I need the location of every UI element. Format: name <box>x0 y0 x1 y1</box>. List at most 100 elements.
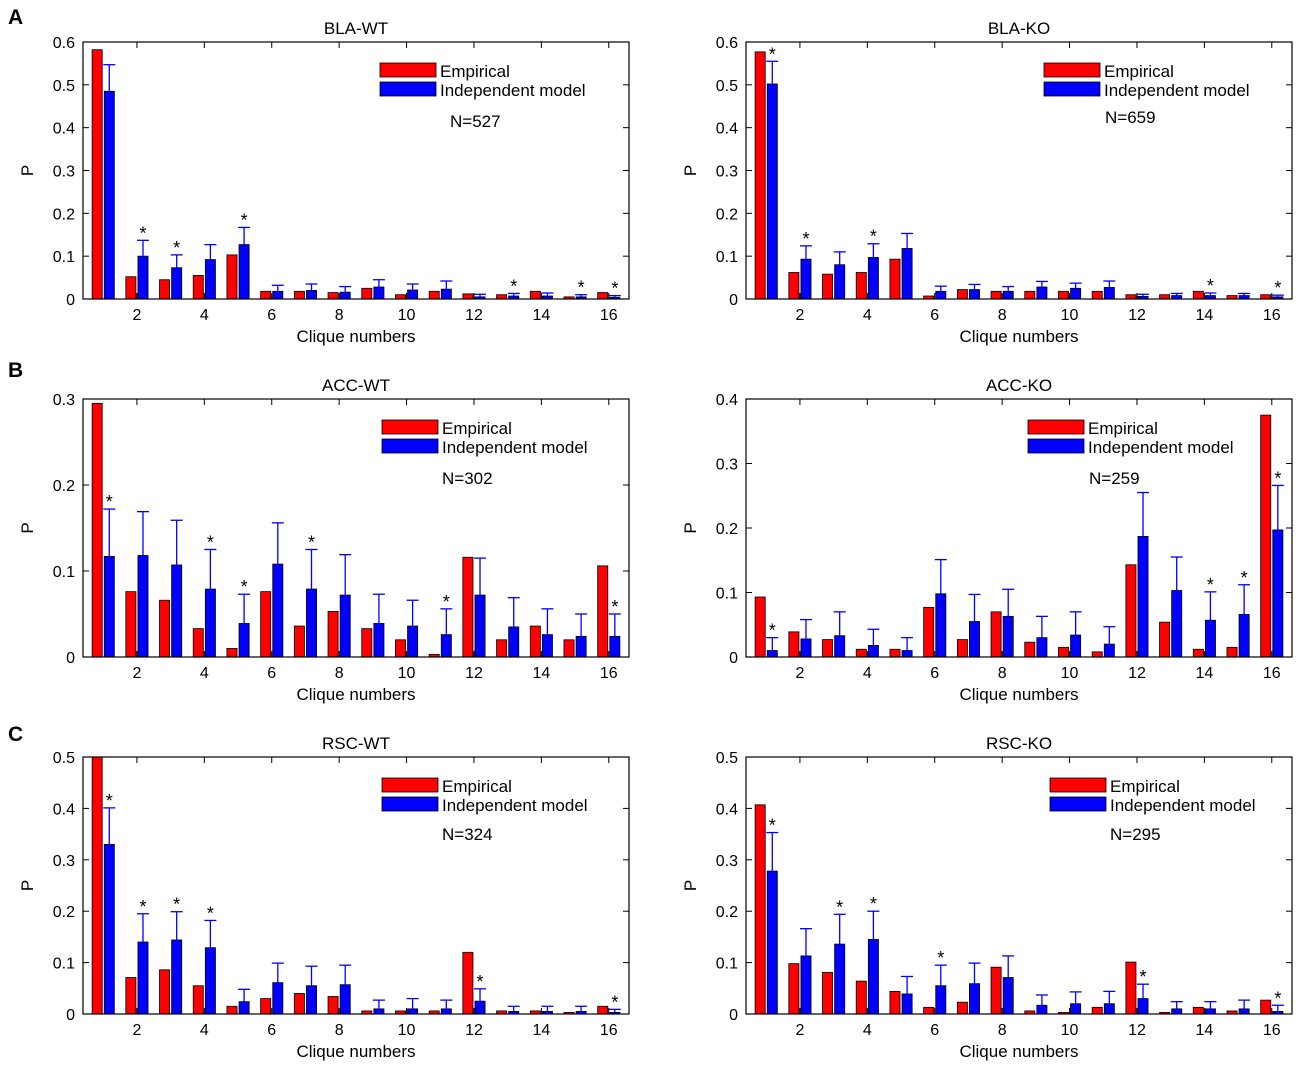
chart4-bar-model-1 <box>766 650 778 658</box>
chart1-significance-star-5: * <box>241 210 248 230</box>
chart5-bar-model-2 <box>137 941 149 1015</box>
chart2-legend-swatch-model <box>1043 81 1101 97</box>
chart4-xtick-label-3: 8 <box>998 665 1007 682</box>
chart5-ytick-label-4: 0.4 <box>53 801 75 818</box>
chart6-bar-model-11 <box>1103 1003 1115 1015</box>
chart1-bar-empirical-13 <box>496 294 508 300</box>
chart2-ytick-label-4: 0.4 <box>716 121 738 138</box>
chart3-legend-model: Independent model <box>442 438 588 457</box>
chart1-legend-empirical: Empirical <box>440 62 510 81</box>
chart6-ytick-label-0: 0 <box>729 1007 738 1024</box>
chart6-xtick-label-7: 16 <box>1263 1022 1281 1039</box>
chart6-bar-model-10 <box>1070 1003 1082 1015</box>
chart3-bar-model-8 <box>339 594 351 658</box>
chart2-title: BLA-KO <box>988 19 1050 38</box>
chart6-bar-model-8 <box>1002 977 1014 1015</box>
chart3-significance-star-1: * <box>106 492 113 512</box>
chart6-significance-star-4: * <box>870 894 877 914</box>
chart1-bar-empirical-8 <box>327 292 339 300</box>
chart5-bar-empirical-2 <box>125 977 137 1015</box>
chart4-bar-empirical-9 <box>1024 641 1036 658</box>
chart6-bar-model-5 <box>901 993 913 1015</box>
chart6-bar-model-9 <box>1036 1004 1048 1015</box>
chart6-legend-model: Independent model <box>1110 796 1256 815</box>
chart2-bar-model-8 <box>1002 290 1014 300</box>
chart4-bar-model-4 <box>867 644 879 658</box>
chart3-bar-model-12 <box>474 594 486 658</box>
chart6-significance-star-12: * <box>1140 967 1147 987</box>
chart5-bar-empirical-6 <box>260 998 272 1015</box>
chart1-ytick-label-0: 0 <box>66 292 75 309</box>
chart1-bar-model-7 <box>306 290 317 300</box>
chart2-bar-empirical-13 <box>1159 294 1171 300</box>
chart3-xtick-label-0: 2 <box>132 665 141 682</box>
chart2-bar-model-3 <box>834 264 846 300</box>
chart5-bar-model-12 <box>474 1000 486 1015</box>
chart3-title: ACC-WT <box>322 376 390 395</box>
chart4-bar-empirical-8 <box>990 611 1002 658</box>
chart5-legend-swatch-empirical <box>381 777 439 793</box>
chart1-bar-model-9 <box>373 286 385 300</box>
chart2-significance-star-16: * <box>1274 278 1281 298</box>
chart1-legend-model: Independent model <box>440 81 586 100</box>
chart2-ytick-label-6: 0.6 <box>716 35 738 52</box>
chart2-bar-empirical-2 <box>788 272 800 300</box>
chart3-bar-model-9 <box>373 623 385 658</box>
chart6-ylabel: P <box>681 880 700 891</box>
chart1-bar-model-6 <box>272 290 284 300</box>
chart6-ytick-label-2: 0.2 <box>716 904 738 921</box>
chart6-bar-empirical-4 <box>855 980 867 1015</box>
chart1-xtick-label-3: 8 <box>335 307 344 324</box>
chart5-xtick-label-2: 6 <box>267 1022 276 1039</box>
chart5-ytick-label-5: 0.5 <box>53 750 75 767</box>
chart4-bar-empirical-16 <box>1260 414 1272 658</box>
chart5-xtick-label-6: 14 <box>532 1022 550 1039</box>
chart6-axes-frame <box>745 756 1293 1015</box>
chart1-significance-star-3: * <box>173 238 180 258</box>
chart3-xtick-label-2: 6 <box>267 665 276 682</box>
chart5-bar-model-9 <box>373 1008 385 1015</box>
chart4-bar-empirical-5 <box>889 648 901 658</box>
chart5-bar-model-8 <box>339 984 351 1015</box>
chart1-significance-star-13: * <box>510 276 517 296</box>
chart1-legend-swatch-model <box>379 81 437 97</box>
chart2-bar-model-7 <box>969 289 980 300</box>
chart6-significance-star-16: * <box>1274 988 1281 1008</box>
chart5-bar-model-10 <box>407 1008 419 1015</box>
chart4-bar-empirical-12 <box>1125 564 1137 658</box>
chart2-ytick-label-0: 0 <box>729 292 738 309</box>
chart2-bar-empirical-3 <box>822 273 834 300</box>
chart4-significance-star-15: * <box>1241 568 1248 588</box>
chart6-significance-star-6: * <box>937 948 944 968</box>
chart5-bar-model-11 <box>440 1008 452 1015</box>
chart2-legend-empirical: Empirical <box>1104 62 1174 81</box>
chart4-ytick-label-2: 0.2 <box>716 521 738 538</box>
chart3-significance-star-5: * <box>241 577 248 597</box>
chart3-legend-empirical: Empirical <box>442 419 512 438</box>
chart1-bar-empirical-6 <box>260 290 272 300</box>
chart1-bar-empirical-5 <box>226 254 238 300</box>
chart5-bar-empirical-8 <box>327 996 339 1015</box>
chart4-bar-model-16 <box>1272 529 1284 658</box>
chart5-xtick-label-1: 4 <box>200 1022 209 1039</box>
chart3-xtick-label-4: 10 <box>398 665 416 682</box>
chart4-significance-star-1: * <box>769 621 776 641</box>
chart4-ylabel: P <box>681 522 700 533</box>
chart5-bar-empirical-1 <box>91 756 103 1015</box>
chart4-ytick-label-0: 0 <box>729 650 738 667</box>
chart5-legend-swatch-model <box>381 796 439 812</box>
chart6-xtick-label-6: 14 <box>1195 1022 1213 1039</box>
chart2-xtick-label-1: 4 <box>863 307 872 324</box>
chart4-annotation-n: N=259 <box>1089 469 1140 488</box>
chart6-bar-model-1 <box>766 870 778 1015</box>
chart6-legend-swatch-empirical <box>1049 777 1107 793</box>
chart6-xtick-label-3: 8 <box>998 1022 1007 1039</box>
chart6-bar-empirical-6 <box>923 1006 935 1015</box>
chart2-bar-empirical-9 <box>1024 290 1036 300</box>
chart3-ytick-label-1: 0.1 <box>53 564 75 581</box>
chart2-bar-model-1 <box>766 83 778 300</box>
chart3-significance-star-11: * <box>443 592 450 612</box>
chart4-xtick-label-0: 2 <box>795 665 804 682</box>
chart6-bar-empirical-14 <box>1192 1006 1204 1015</box>
chart6-bar-empirical-3 <box>822 971 834 1015</box>
